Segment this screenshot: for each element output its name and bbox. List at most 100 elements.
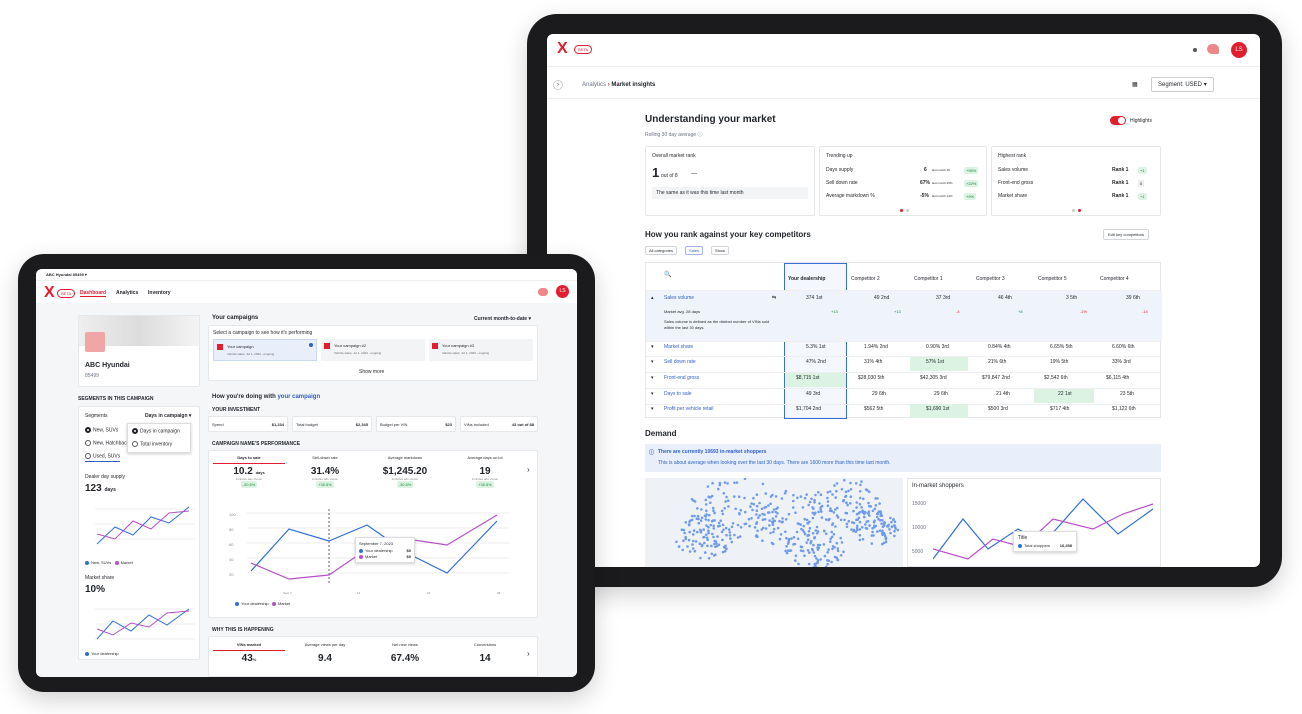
map-point [727, 505, 730, 508]
notification-dot-icon[interactable] [1193, 48, 1197, 52]
user-avatar[interactable]: LS [1231, 42, 1247, 58]
metric-tab[interactable]: Average days on lot 19 Includes ads show… [467, 455, 503, 488]
edit-competitors-button[interactable]: Edit key competitors [1103, 229, 1150, 240]
store-switcher[interactable]: ABC Hyundai 85499 ▾ [46, 272, 87, 277]
pager-dot-active[interactable] [1078, 209, 1081, 212]
map-point [747, 517, 751, 521]
row-label[interactable]: Front-end gross [664, 375, 700, 381]
segment-option[interactable]: Used, SUVs [85, 453, 121, 463]
map-point [704, 515, 707, 518]
map-point [718, 481, 722, 485]
app-logo[interactable]: X [557, 40, 568, 57]
row-label[interactable]: Profit per vehicle retail [664, 406, 714, 412]
calendar-icon[interactable]: ▦ [1132, 82, 1138, 88]
metric-tab[interactable]: Average markdown $1,245.20 Includes ads … [382, 455, 428, 488]
pager-dot-active[interactable] [900, 209, 903, 212]
map-point [847, 489, 850, 493]
campaign-name: Your campaign #2 [334, 343, 367, 348]
expand-icon[interactable]: ▾ [651, 391, 654, 397]
chart-icon[interactable]: ⇆ [772, 295, 777, 301]
row-label[interactable]: Sell down rate [664, 359, 696, 365]
expand-icon[interactable]: ▾ [651, 359, 654, 365]
row-label[interactable]: Sales volume [664, 295, 695, 301]
map-point [761, 539, 764, 542]
row-label[interactable]: Market share [664, 344, 694, 350]
segment-dropdown[interactable]: Segment: USED ▾ [1151, 77, 1214, 92]
pager-dot[interactable] [906, 209, 909, 212]
table-cell: 6.65% 5th [1050, 344, 1073, 350]
neutral-dash-icon: — [691, 171, 697, 177]
nav-analytics[interactable]: Analytics [116, 290, 139, 296]
chip-all-categories[interactable]: All categories [645, 246, 678, 255]
why-metric[interactable]: Conversions 14 [473, 642, 497, 664]
why-metric[interactable]: Net new views 67.4% [390, 642, 420, 664]
campaign-item[interactable]: Your campaign #2 Vehicle sales, Jul 1, 2… [321, 339, 425, 361]
map-point [710, 552, 714, 556]
breadcrumb-current: Market insights [611, 82, 656, 88]
map-point [771, 523, 775, 526]
map-point [787, 537, 791, 541]
map-point [687, 538, 691, 542]
map-point [811, 516, 815, 520]
user-avatar[interactable]: LS [556, 285, 569, 298]
campaign-item-selected[interactable]: Your campaign Vehicle sales, Jul 1, 2023… [213, 339, 317, 361]
map-point [858, 538, 862, 542]
collapse-icon[interactable]: ▴ [651, 295, 654, 301]
column-header[interactable]: Competitor 4 [1100, 276, 1129, 282]
search-icon[interactable]: 🔍 [664, 272, 672, 278]
segment-option[interactable]: New, Hatchback [85, 440, 129, 446]
sidebar-toggle-icon[interactable]: › [553, 80, 563, 90]
column-header[interactable]: Competitor 2 [851, 276, 880, 282]
pager-dot[interactable] [1072, 209, 1075, 212]
map-point [893, 520, 897, 524]
segment-option[interactable]: New, SUVs [85, 427, 118, 433]
map-point [892, 518, 895, 522]
row-label[interactable]: Days to sale [664, 391, 692, 397]
expand-icon[interactable]: ▾ [651, 344, 654, 350]
expand-icon[interactable]: ▾ [651, 406, 654, 412]
nav-dashboard[interactable]: Dashboard [80, 290, 107, 297]
chip-sales[interactable]: Sales [685, 246, 704, 255]
nav-inventory[interactable]: Inventory [148, 290, 171, 296]
map-point [758, 501, 761, 505]
next-why-chevron-icon[interactable]: › [527, 649, 530, 658]
map-point [869, 505, 873, 508]
map-point [845, 525, 849, 529]
column-header[interactable]: Competitor 5 [1038, 276, 1067, 282]
map-point [711, 532, 714, 536]
map-point [887, 523, 890, 527]
feedback-icon[interactable] [538, 288, 548, 296]
campaign-link[interactable]: your campaign [277, 394, 321, 400]
map-point [730, 540, 734, 544]
sort-option[interactable]: Total inventory [132, 441, 172, 447]
sort-option[interactable]: Days in campaign [132, 428, 180, 434]
metric-tab[interactable]: Sell-down rate 31.4% Includes ads shown … [310, 455, 340, 488]
why-card: VINs marked 43% Average views per day 9.4 … [208, 636, 538, 677]
period-dropdown[interactable]: Current month-to-date ▾ [474, 316, 531, 322]
breadcrumb-parent[interactable]: Analytics [582, 82, 607, 88]
map-point [824, 565, 828, 567]
shoppers-map[interactable] [645, 478, 903, 567]
chip-stock[interactable]: Stock [711, 246, 730, 255]
show-more-button[interactable]: Show more [359, 369, 385, 375]
map-point [703, 541, 706, 545]
metric-tab-active[interactable]: Days to sale 10.2 days Includes ads show… [233, 455, 265, 488]
highlights-toggle[interactable] [1110, 116, 1126, 125]
why-metric[interactable]: Average views per day 9.4 [304, 642, 346, 664]
campaign-item[interactable]: Your campaign #3 Vehicle sales, Jul 1, 2… [429, 339, 533, 361]
map-point [794, 554, 798, 557]
why-metric-active[interactable]: VINs marked 43% [236, 642, 262, 664]
map-point [884, 540, 888, 544]
trending-row: Average markdown % -5% last month 14% +9% [826, 193, 977, 200]
next-metrics-chevron-icon[interactable]: › [527, 465, 530, 474]
app-logo[interactable]: X [44, 284, 55, 301]
map-point [755, 504, 759, 508]
map-point [688, 530, 691, 534]
expand-icon[interactable]: ▾ [651, 375, 654, 381]
segments-sort-dropdown[interactable]: Days in campaign ▾ [145, 413, 192, 419]
column-header[interactable]: Your dealership [788, 276, 826, 282]
column-header[interactable]: Competitor 1 [914, 276, 943, 282]
map-point [682, 528, 686, 532]
column-header[interactable]: Competitor 3 [976, 276, 1005, 282]
feedback-icon[interactable] [1207, 44, 1219, 54]
